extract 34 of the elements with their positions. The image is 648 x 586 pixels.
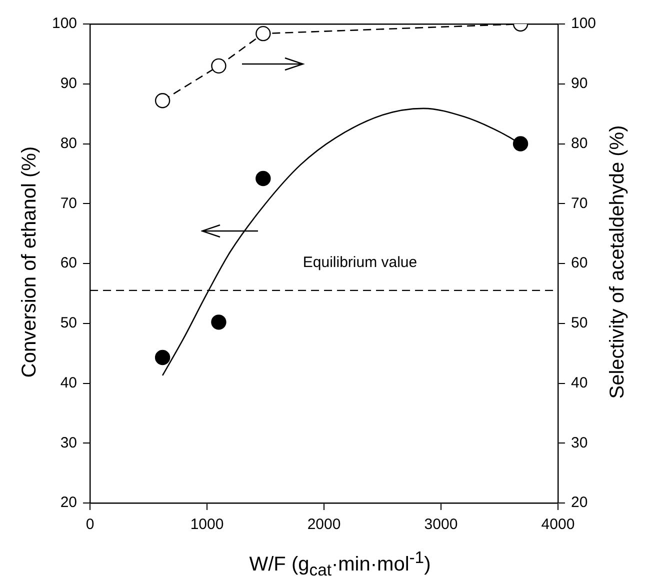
y-tick-label: 50 [60,314,78,332]
point [256,26,271,42]
y2-tick-label: 80 [570,134,588,152]
y2-axis-title: Selectivity of acetaldehyde (%) [606,125,630,399]
y-tick-label: 20 [60,494,78,512]
x-tick-label: 4000 [541,516,575,534]
point [154,93,170,108]
y2-tick-label: 50 [570,314,588,332]
x-tick-label: 1000 [190,516,224,534]
y2-tick-label: 90 [570,75,588,92]
y-tick-label: 70 [60,194,78,212]
y2-tick-label: 70 [570,194,588,212]
point [256,170,271,186]
x-tick-label: 0 [86,516,94,534]
point [211,314,226,330]
y-tick-label: 40 [60,374,78,392]
y-tick-label: 60 [60,254,78,272]
point [512,136,528,152]
y2-tick-label: 30 [570,434,588,452]
ref-line-label: Equilibrium value [302,254,418,272]
y-tick-label: 80 [60,134,78,152]
y2-tick-label: 20 [570,494,588,512]
x-axis-title: W/F (g$_{cat}$·min·mol$^{-1}$) [249,548,431,581]
point [211,58,226,74]
x-tick-label: 2000 [307,516,341,534]
y-tick-label: 90 [60,75,78,92]
y2-tick-label: 40 [570,374,588,392]
y2-tick-label: 100 [570,15,596,32]
y-tick-label: 30 [60,434,78,452]
x-tick-label: 3000 [424,516,458,534]
y-tick-label: 100 [52,15,78,32]
y2-tick-label: 60 [570,254,588,272]
y-axis-title: Conversion of ethanol (%) [18,146,42,378]
point [154,350,170,366]
